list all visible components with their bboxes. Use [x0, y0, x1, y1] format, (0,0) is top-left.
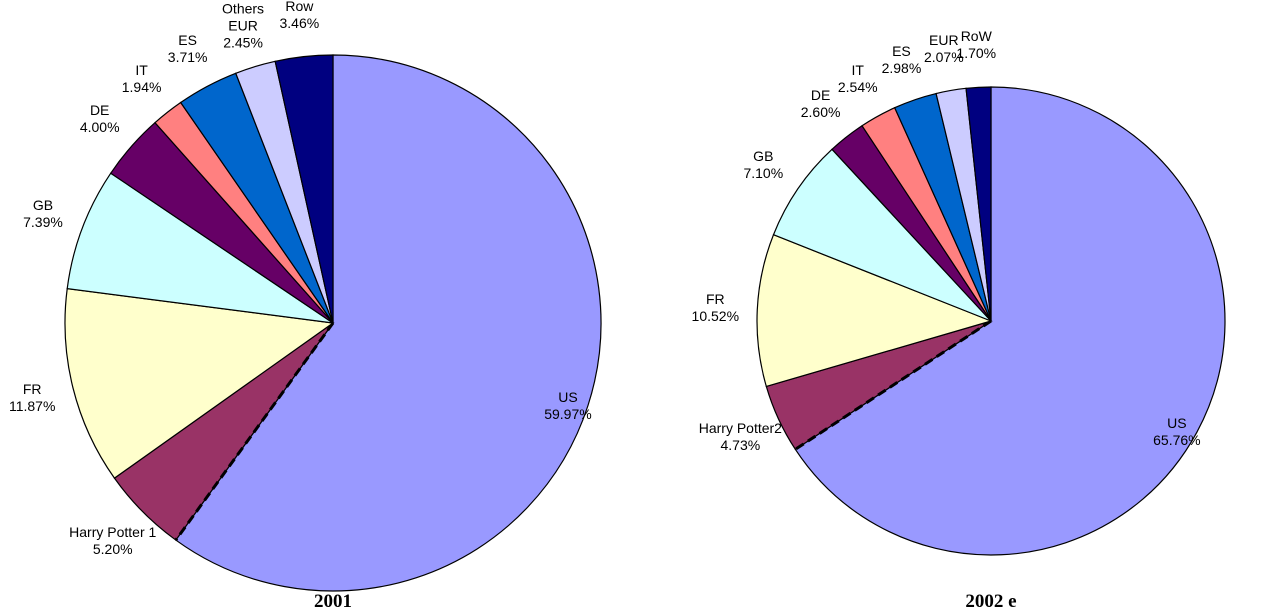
pie-slice	[756, 233, 993, 388]
slice-label: Harry Potter2 4.73%	[699, 420, 782, 454]
pie-slice	[772, 148, 992, 322]
slice-label: US 59.97%	[544, 389, 591, 423]
slice-name: ES	[892, 42, 911, 59]
slice-label: Row 3.46%	[280, 0, 320, 32]
slice-label: Harry Potter 1 5.20%	[69, 524, 156, 558]
slice-name: US	[1167, 415, 1187, 432]
slice-name: Row	[285, 0, 314, 14]
pie-slice	[274, 54, 334, 324]
slice-label: ES 2.98%	[882, 43, 922, 77]
slice-value: 7.39%	[23, 213, 63, 230]
slice-name: RoW	[960, 28, 992, 45]
slice-name: IT	[851, 62, 864, 79]
slice-value: 10.52%	[691, 307, 740, 324]
slice-value: 1.94%	[121, 79, 162, 96]
slice-value: 2.60%	[800, 103, 841, 120]
pie-slice	[965, 86, 992, 322]
slice-border-dashed	[174, 322, 335, 541]
slice-name: Others EUR	[222, 0, 265, 34]
slice-value: 7.10%	[743, 165, 784, 181]
slice-name: GB	[753, 148, 774, 164]
slice-value: 65.76%	[1153, 432, 1201, 449]
slice-name: IT	[135, 62, 148, 79]
pie-slice	[794, 86, 1226, 556]
slice-name: DE	[89, 101, 110, 118]
slice-label: FR 10.52%	[692, 291, 739, 325]
slice-value: 11.87%	[8, 397, 56, 414]
slice-border-dashed	[794, 319, 992, 451]
slice-label: DE 4.00%	[80, 102, 120, 136]
slice-label: Others EUR 2.45%	[222, 1, 264, 52]
slice-value: 4.00%	[79, 118, 120, 135]
slice-name: FR	[705, 290, 725, 307]
slice-label: FR 11.87%	[9, 381, 55, 415]
slice-name: Harry Potter 1	[69, 524, 157, 541]
slice-value: 4.73%	[720, 436, 761, 453]
slice-label: IT 1.94%	[122, 62, 162, 96]
slice-name: Harry Potter2	[698, 419, 782, 436]
slice-value: 59.97%	[544, 405, 592, 422]
slice-value: 2.07%	[923, 49, 964, 66]
slice-label: DE 2.60%	[801, 87, 841, 121]
chart-title: 2002 e	[965, 591, 1017, 612]
slice-label: GB 7.10%	[743, 148, 783, 182]
slice-label: RoW 1.70%	[956, 28, 996, 62]
slice-label: IT 2.54%	[838, 62, 878, 96]
slice-name: GB	[32, 196, 54, 213]
slice-value: 2.98%	[881, 59, 922, 76]
slice-label: EUR 2.07%	[924, 32, 964, 66]
slice-value: 2.54%	[837, 79, 878, 96]
slice-value: 3.46%	[279, 14, 320, 31]
slice-label: US 65.76%	[1153, 415, 1200, 449]
pie-slice	[174, 54, 602, 592]
slice-name: FR	[22, 380, 42, 397]
slice-value: 3.71%	[167, 49, 208, 66]
pie-slice	[66, 172, 334, 324]
slice-name: EUR	[929, 32, 959, 49]
slice-name: DE	[810, 86, 831, 103]
slice-value: 5.20%	[92, 541, 133, 558]
slice-value: 1.70%	[956, 45, 997, 62]
slice-label: ES 3.71%	[168, 32, 208, 66]
slice-name: ES	[178, 32, 197, 49]
slice-name: US	[558, 388, 578, 405]
slice-label: GB 7.39%	[23, 197, 63, 231]
chart-title: 2001	[314, 591, 352, 612]
pie-slice	[64, 287, 335, 479]
slice-value: 2.45%	[223, 34, 263, 51]
